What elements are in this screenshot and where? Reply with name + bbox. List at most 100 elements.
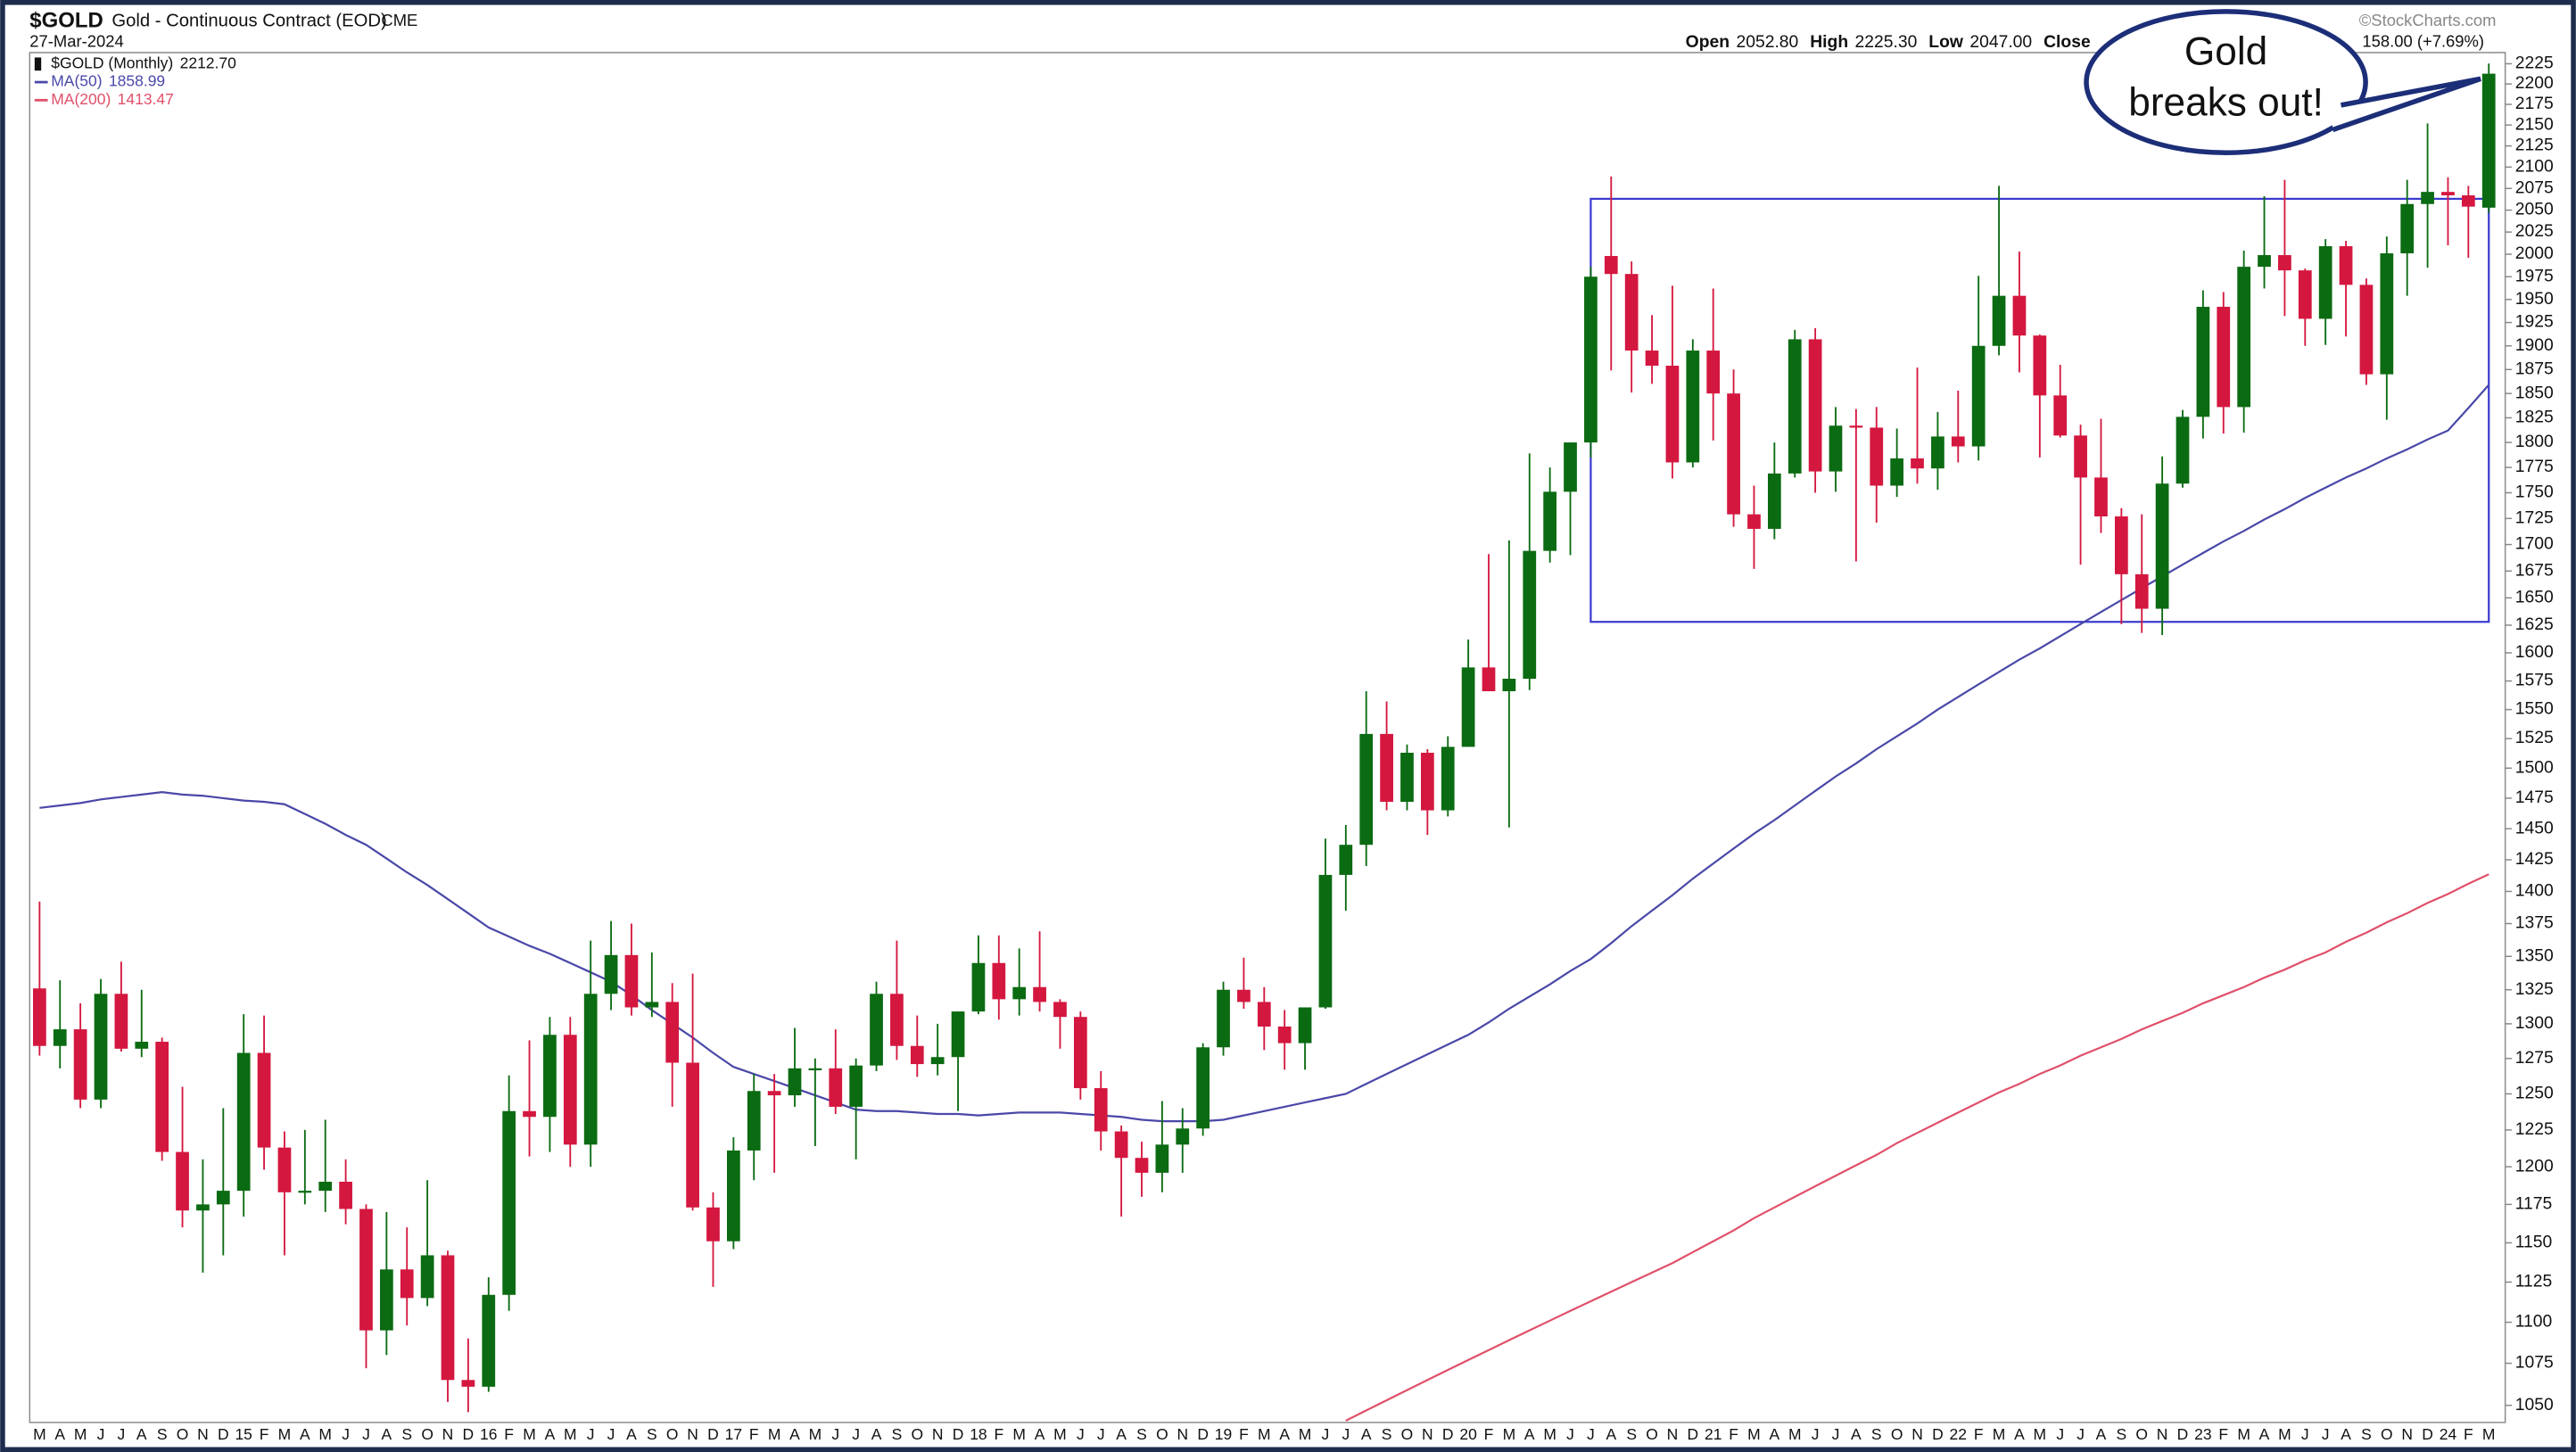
y-tick-label: 1900: [2515, 336, 2554, 355]
y-tick-label: 1950: [2515, 290, 2554, 309]
candle-body: [747, 1091, 761, 1151]
candle-body: [1237, 989, 1251, 1002]
candle-body: [2155, 483, 2169, 609]
x-tick-label: M: [1503, 1425, 1516, 1443]
x-tick-label: D: [218, 1425, 229, 1443]
callout-bubble: [2084, 9, 2368, 156]
candle-body: [1176, 1128, 1190, 1145]
x-tick-label: J: [1322, 1425, 1330, 1443]
candle-body: [1870, 427, 1884, 486]
x-tick-label: D: [1442, 1425, 1454, 1443]
x-tick-label: S: [1382, 1425, 1392, 1443]
candle-body: [1461, 667, 1475, 747]
x-tick-label: F: [1729, 1425, 1738, 1443]
x-tick-label: M: [2278, 1425, 2291, 1443]
x-tick-label: F: [2464, 1425, 2473, 1443]
y-tick-label: 1250: [2515, 1085, 2554, 1103]
candle-body: [216, 1191, 230, 1205]
x-tick-label: F: [1974, 1425, 1984, 1443]
x-tick-label: S: [401, 1425, 412, 1443]
x-tick-label: J: [1812, 1425, 1820, 1443]
candle-body: [2278, 255, 2291, 271]
x-tick-label: S: [1871, 1425, 1882, 1443]
y-tick-label: 1925: [2515, 313, 2554, 332]
x-tick-label: J: [2322, 1425, 2330, 1443]
candle-body: [1339, 845, 1353, 875]
x-tick-label: O: [2381, 1425, 2393, 1443]
candle-body: [788, 1068, 802, 1096]
x-tick-label: 15: [235, 1425, 252, 1443]
x-tick-label: F: [1484, 1425, 1494, 1443]
y-tick-label: 2000: [2515, 244, 2554, 263]
legend-icon: [34, 57, 42, 71]
x-tick-label: D: [2422, 1425, 2433, 1443]
candle-body: [318, 1181, 333, 1192]
y-tick-label: 1875: [2515, 359, 2554, 378]
candle-body: [461, 1380, 475, 1387]
candle-body: [2053, 395, 2068, 436]
candle-body: [992, 962, 1006, 1000]
candle-body: [686, 1062, 699, 1208]
candle-body: [400, 1269, 414, 1299]
y-tick-label: 1400: [2515, 882, 2554, 901]
candle-body: [2094, 477, 2108, 516]
x-tick-label: N: [197, 1425, 209, 1443]
x-tick-label: M: [1299, 1425, 1312, 1443]
candle-body: [1155, 1144, 1169, 1173]
candle-body: [1400, 752, 1414, 803]
candle-body: [829, 1068, 843, 1107]
y-tick-label: 1800: [2515, 433, 2554, 451]
candle-body: [563, 1035, 577, 1145]
legend-label: $GOLD (Monthly): [51, 54, 173, 71]
x-tick-label: J: [1342, 1425, 1350, 1443]
x-tick-label: M: [1993, 1425, 2006, 1443]
x-tick-label: J: [1097, 1425, 1105, 1443]
candle-body: [1441, 747, 1455, 811]
candle-body: [951, 1011, 965, 1058]
candle-body: [1890, 458, 1904, 486]
legend-value: 1413.47: [118, 90, 174, 108]
x-tick-label: J: [831, 1425, 839, 1443]
candle-body: [379, 1269, 393, 1331]
candle-body: [1277, 1026, 1292, 1044]
candle-body: [1767, 473, 1781, 529]
callout-text: breaks out!: [2128, 81, 2324, 125]
x-tick-label: D: [1688, 1425, 1699, 1443]
candle-body: [1665, 366, 1680, 463]
x-tick-label: M: [1012, 1425, 1026, 1443]
x-tick-label: A: [871, 1425, 882, 1443]
x-tick-label: M: [564, 1425, 577, 1443]
candle-body: [2074, 435, 2087, 478]
x-tick-label: 16: [480, 1425, 497, 1443]
x-tick-label: A: [1606, 1425, 1616, 1443]
y-tick-label: 1675: [2515, 561, 2554, 580]
x-tick-label: M: [1258, 1425, 1271, 1443]
candle-body: [1196, 1047, 1210, 1129]
y-tick-label: 1375: [2515, 914, 2554, 933]
x-tick-label: J: [2076, 1425, 2085, 1443]
x-tick-label: O: [1646, 1425, 1658, 1443]
y-tick-label: 1750: [2515, 483, 2554, 502]
x-tick-label: N: [1177, 1425, 1188, 1443]
symbol: $GOLD: [29, 8, 103, 32]
x-tick-label: J: [342, 1425, 350, 1443]
candle-body: [32, 988, 46, 1046]
source: ©StockCharts.com: [2359, 11, 2497, 29]
callout: Gold breaks out!: [2084, 9, 2481, 156]
candle-body: [176, 1151, 189, 1211]
y-tick-label: 1300: [2515, 1014, 2554, 1033]
y-tick-label: 2225: [2515, 54, 2554, 73]
y-tick-label: 1200: [2515, 1157, 2554, 1176]
candle-body: [1053, 1002, 1067, 1018]
y-tick-label: 1150: [2515, 1233, 2553, 1252]
x-tick-label: 21: [1705, 1425, 1721, 1443]
x-tick-label: A: [1035, 1425, 1045, 1443]
candle-body: [339, 1181, 352, 1209]
candle-body: [849, 1065, 863, 1107]
candle-body: [2481, 73, 2496, 208]
candle-body: [1073, 1017, 1087, 1089]
candle-body: [1359, 733, 1374, 846]
x-tick-label: J: [2301, 1425, 2309, 1443]
